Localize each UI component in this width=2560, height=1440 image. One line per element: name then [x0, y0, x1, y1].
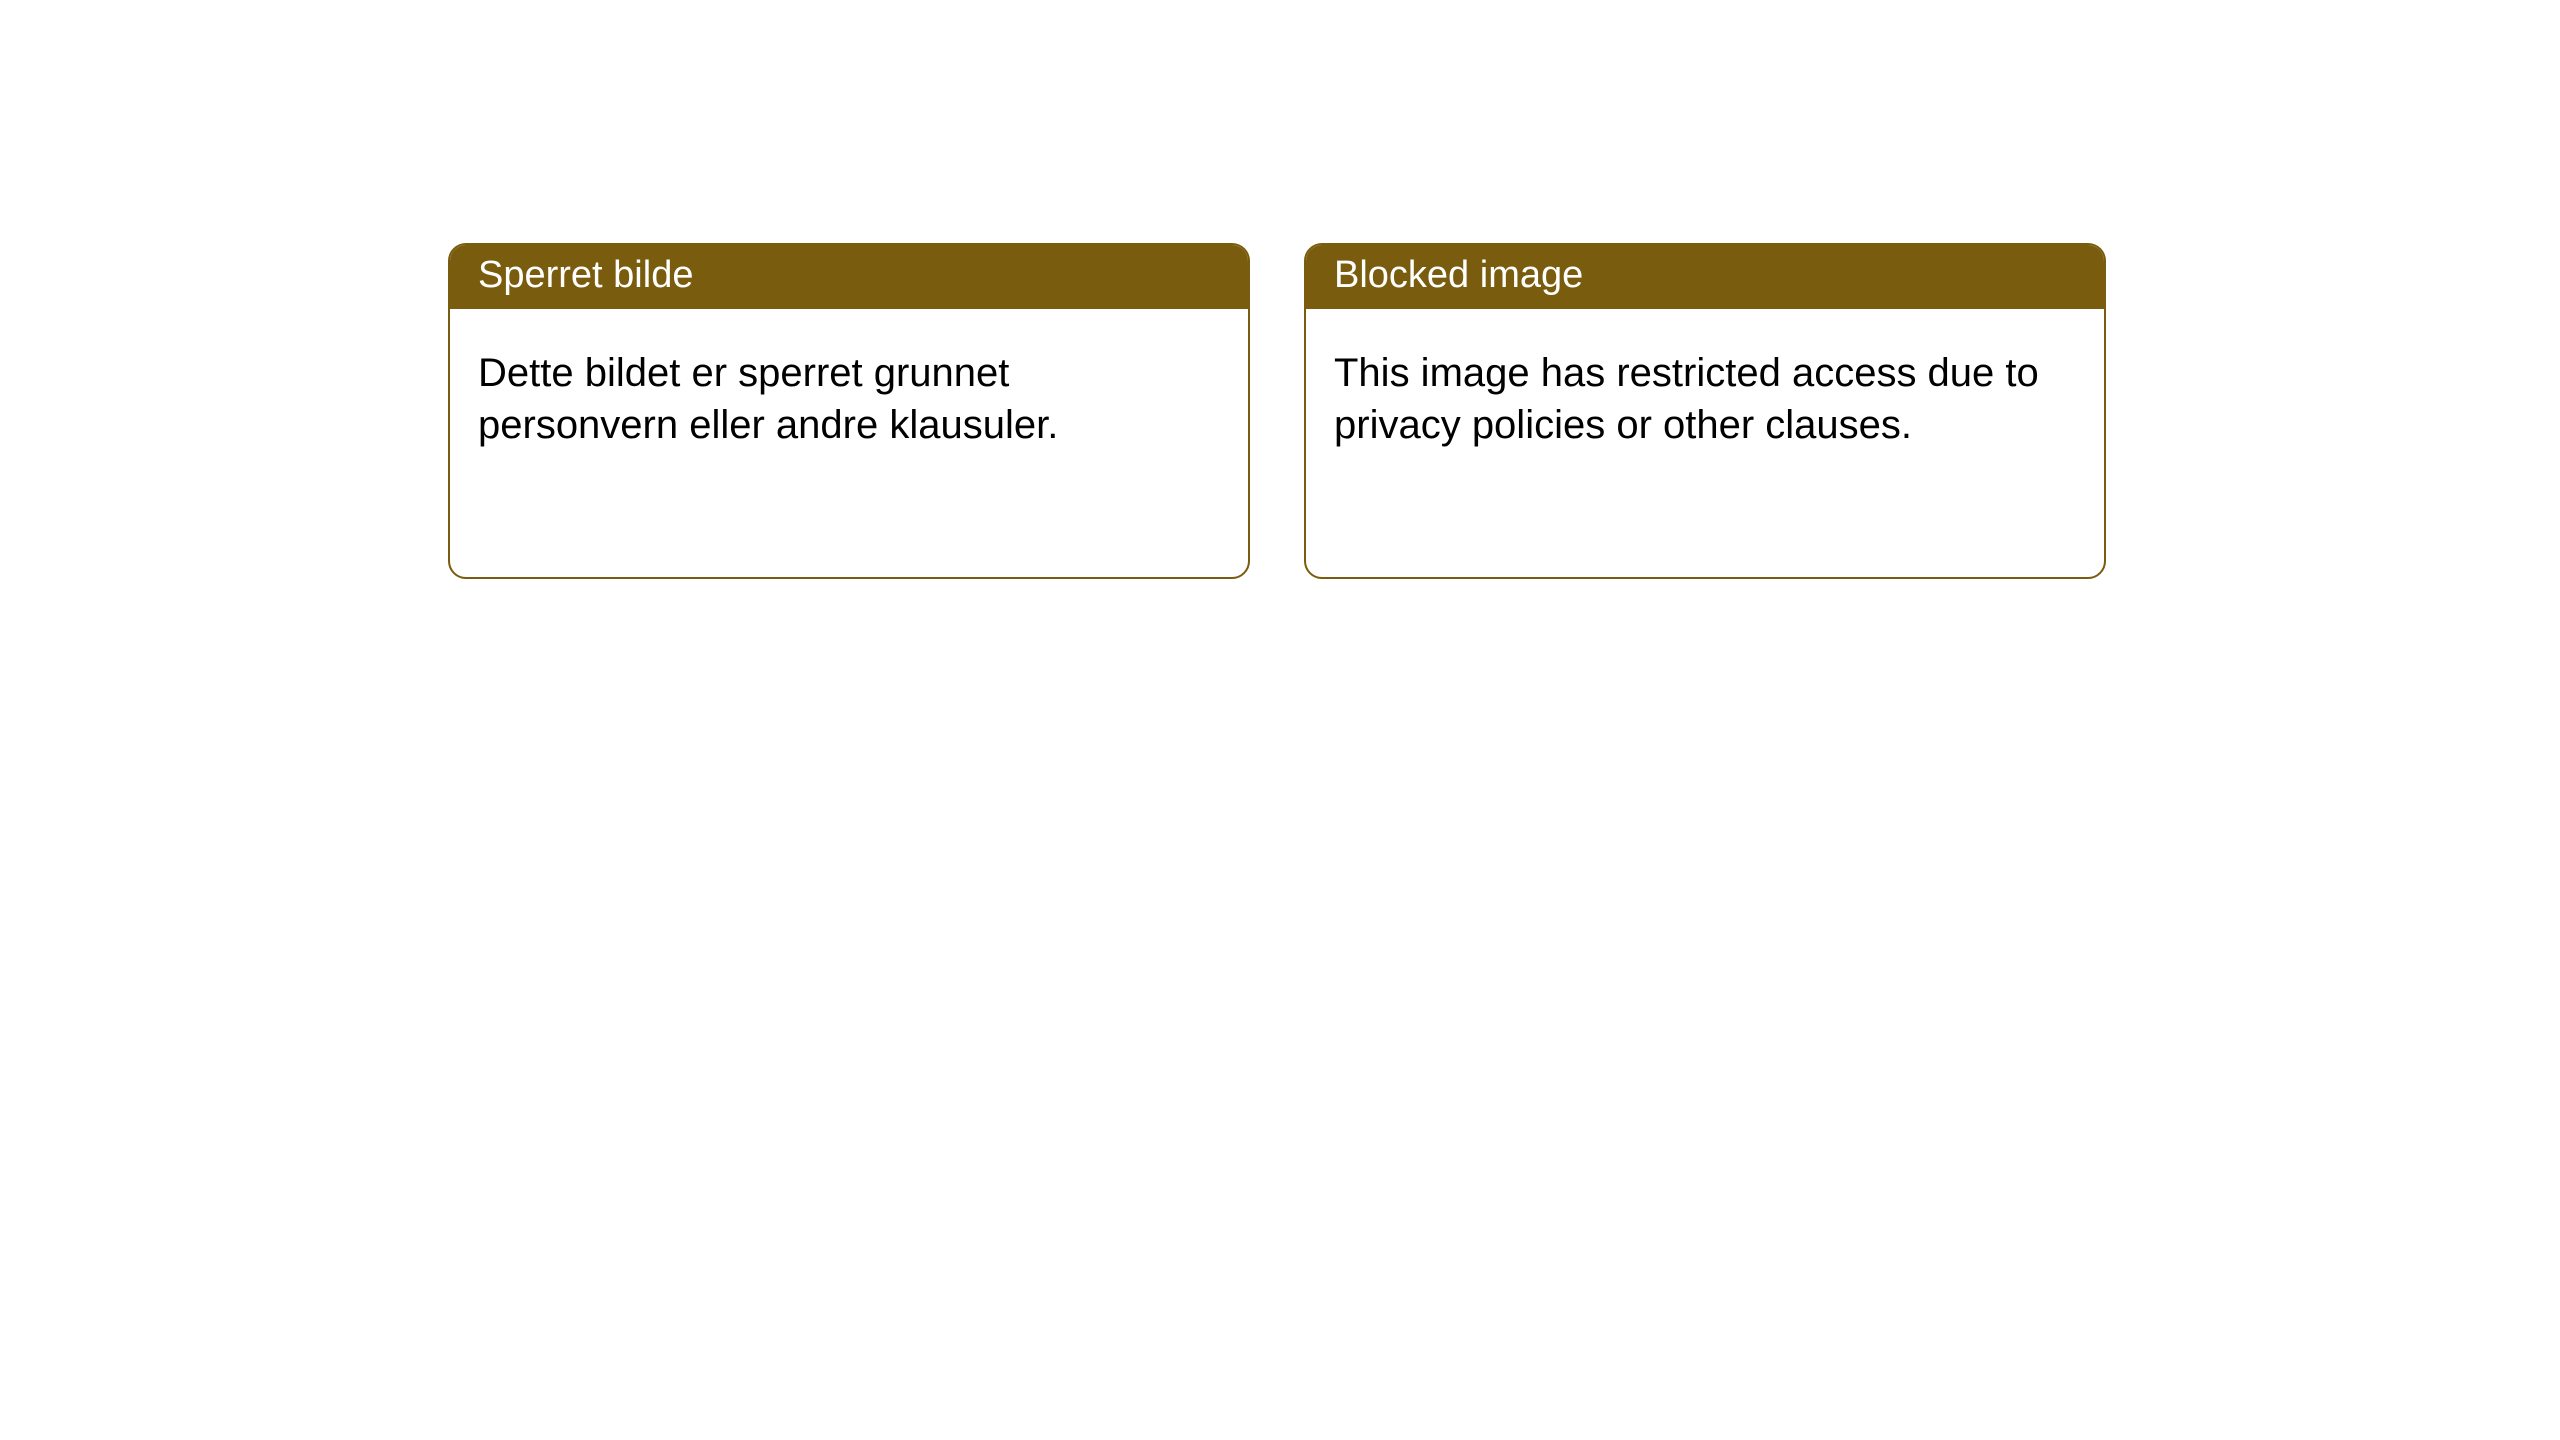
card-container: Sperret bilde Dette bildet er sperret gr…: [448, 243, 2106, 579]
card-body: Dette bildet er sperret grunnet personve…: [450, 309, 1248, 489]
card-body-text: Dette bildet er sperret grunnet personve…: [478, 351, 1058, 447]
card-title: Sperret bilde: [478, 254, 693, 296]
blocked-image-card-english: Blocked image This image has restricted …: [1304, 243, 2106, 579]
card-body: This image has restricted access due to …: [1306, 309, 2104, 489]
blocked-image-card-norwegian: Sperret bilde Dette bildet er sperret gr…: [448, 243, 1250, 579]
card-header: Sperret bilde: [450, 245, 1248, 309]
card-header: Blocked image: [1306, 245, 2104, 309]
card-body-text: This image has restricted access due to …: [1334, 351, 2039, 447]
card-title: Blocked image: [1334, 254, 1583, 296]
